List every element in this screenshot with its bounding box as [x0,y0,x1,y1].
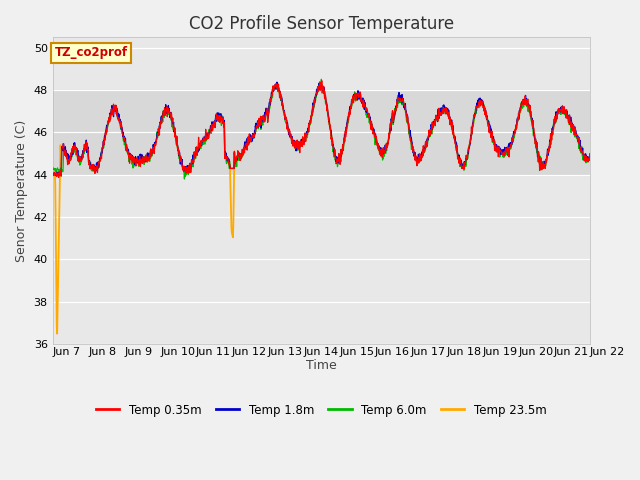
Temp 0.35m [228,166,236,171]
Temp 23.5m [476,98,483,104]
Temp 6.0m [155,127,163,133]
Line: Temp 23.5m: Temp 23.5m [52,85,589,334]
Temp 23.5m [586,155,593,160]
Title: CO2 Profile Sensor Temperature: CO2 Profile Sensor Temperature [189,15,454,33]
Bar [52,90,589,175]
Temp 1.8m [52,173,60,179]
Temp 1.8m [273,79,281,85]
Y-axis label: Senor Temperature (C): Senor Temperature (C) [15,120,28,262]
X-axis label: Time: Time [306,360,337,372]
Temp 1.8m [405,126,413,132]
Temp 23.5m [523,99,531,105]
Legend: Temp 0.35m, Temp 1.8m, Temp 6.0m, Temp 23.5m: Temp 0.35m, Temp 1.8m, Temp 6.0m, Temp 2… [91,399,551,421]
Temp 0.35m [586,151,593,157]
Temp 23.5m [272,83,280,88]
Temp 23.5m [168,120,176,125]
Line: Temp 6.0m: Temp 6.0m [52,79,589,179]
Temp 1.8m [228,166,236,171]
Temp 23.5m [156,125,163,131]
Temp 6.0m [523,104,531,109]
Temp 6.0m [476,102,483,108]
Temp 23.5m [228,233,236,239]
Temp 0.35m [55,175,63,180]
Temp 0.35m [523,96,531,102]
Temp 6.0m [586,151,593,157]
Temp 6.0m [228,166,236,171]
Temp 1.8m [168,120,176,126]
Temp 0.35m [405,125,413,131]
Temp 1.8m [49,171,56,177]
Temp 6.0m [405,125,413,131]
Temp 0.35m [318,78,326,84]
Line: Temp 1.8m: Temp 1.8m [52,82,589,176]
Line: Temp 0.35m: Temp 0.35m [52,81,589,178]
Temp 0.35m [168,118,176,123]
Temp 23.5m [53,331,61,336]
Temp 6.0m [180,176,188,182]
Temp 6.0m [168,124,176,130]
Temp 6.0m [317,76,325,82]
Temp 23.5m [405,127,413,132]
Temp 0.35m [476,99,483,105]
Temp 1.8m [586,155,593,160]
Temp 1.8m [156,123,163,129]
Temp 1.8m [523,97,531,103]
Temp 0.35m [49,172,56,178]
Temp 23.5m [49,172,56,178]
Text: TZ_co2prof: TZ_co2prof [54,47,127,60]
Temp 0.35m [156,132,163,138]
Temp 1.8m [476,96,483,101]
Temp 6.0m [49,166,56,171]
